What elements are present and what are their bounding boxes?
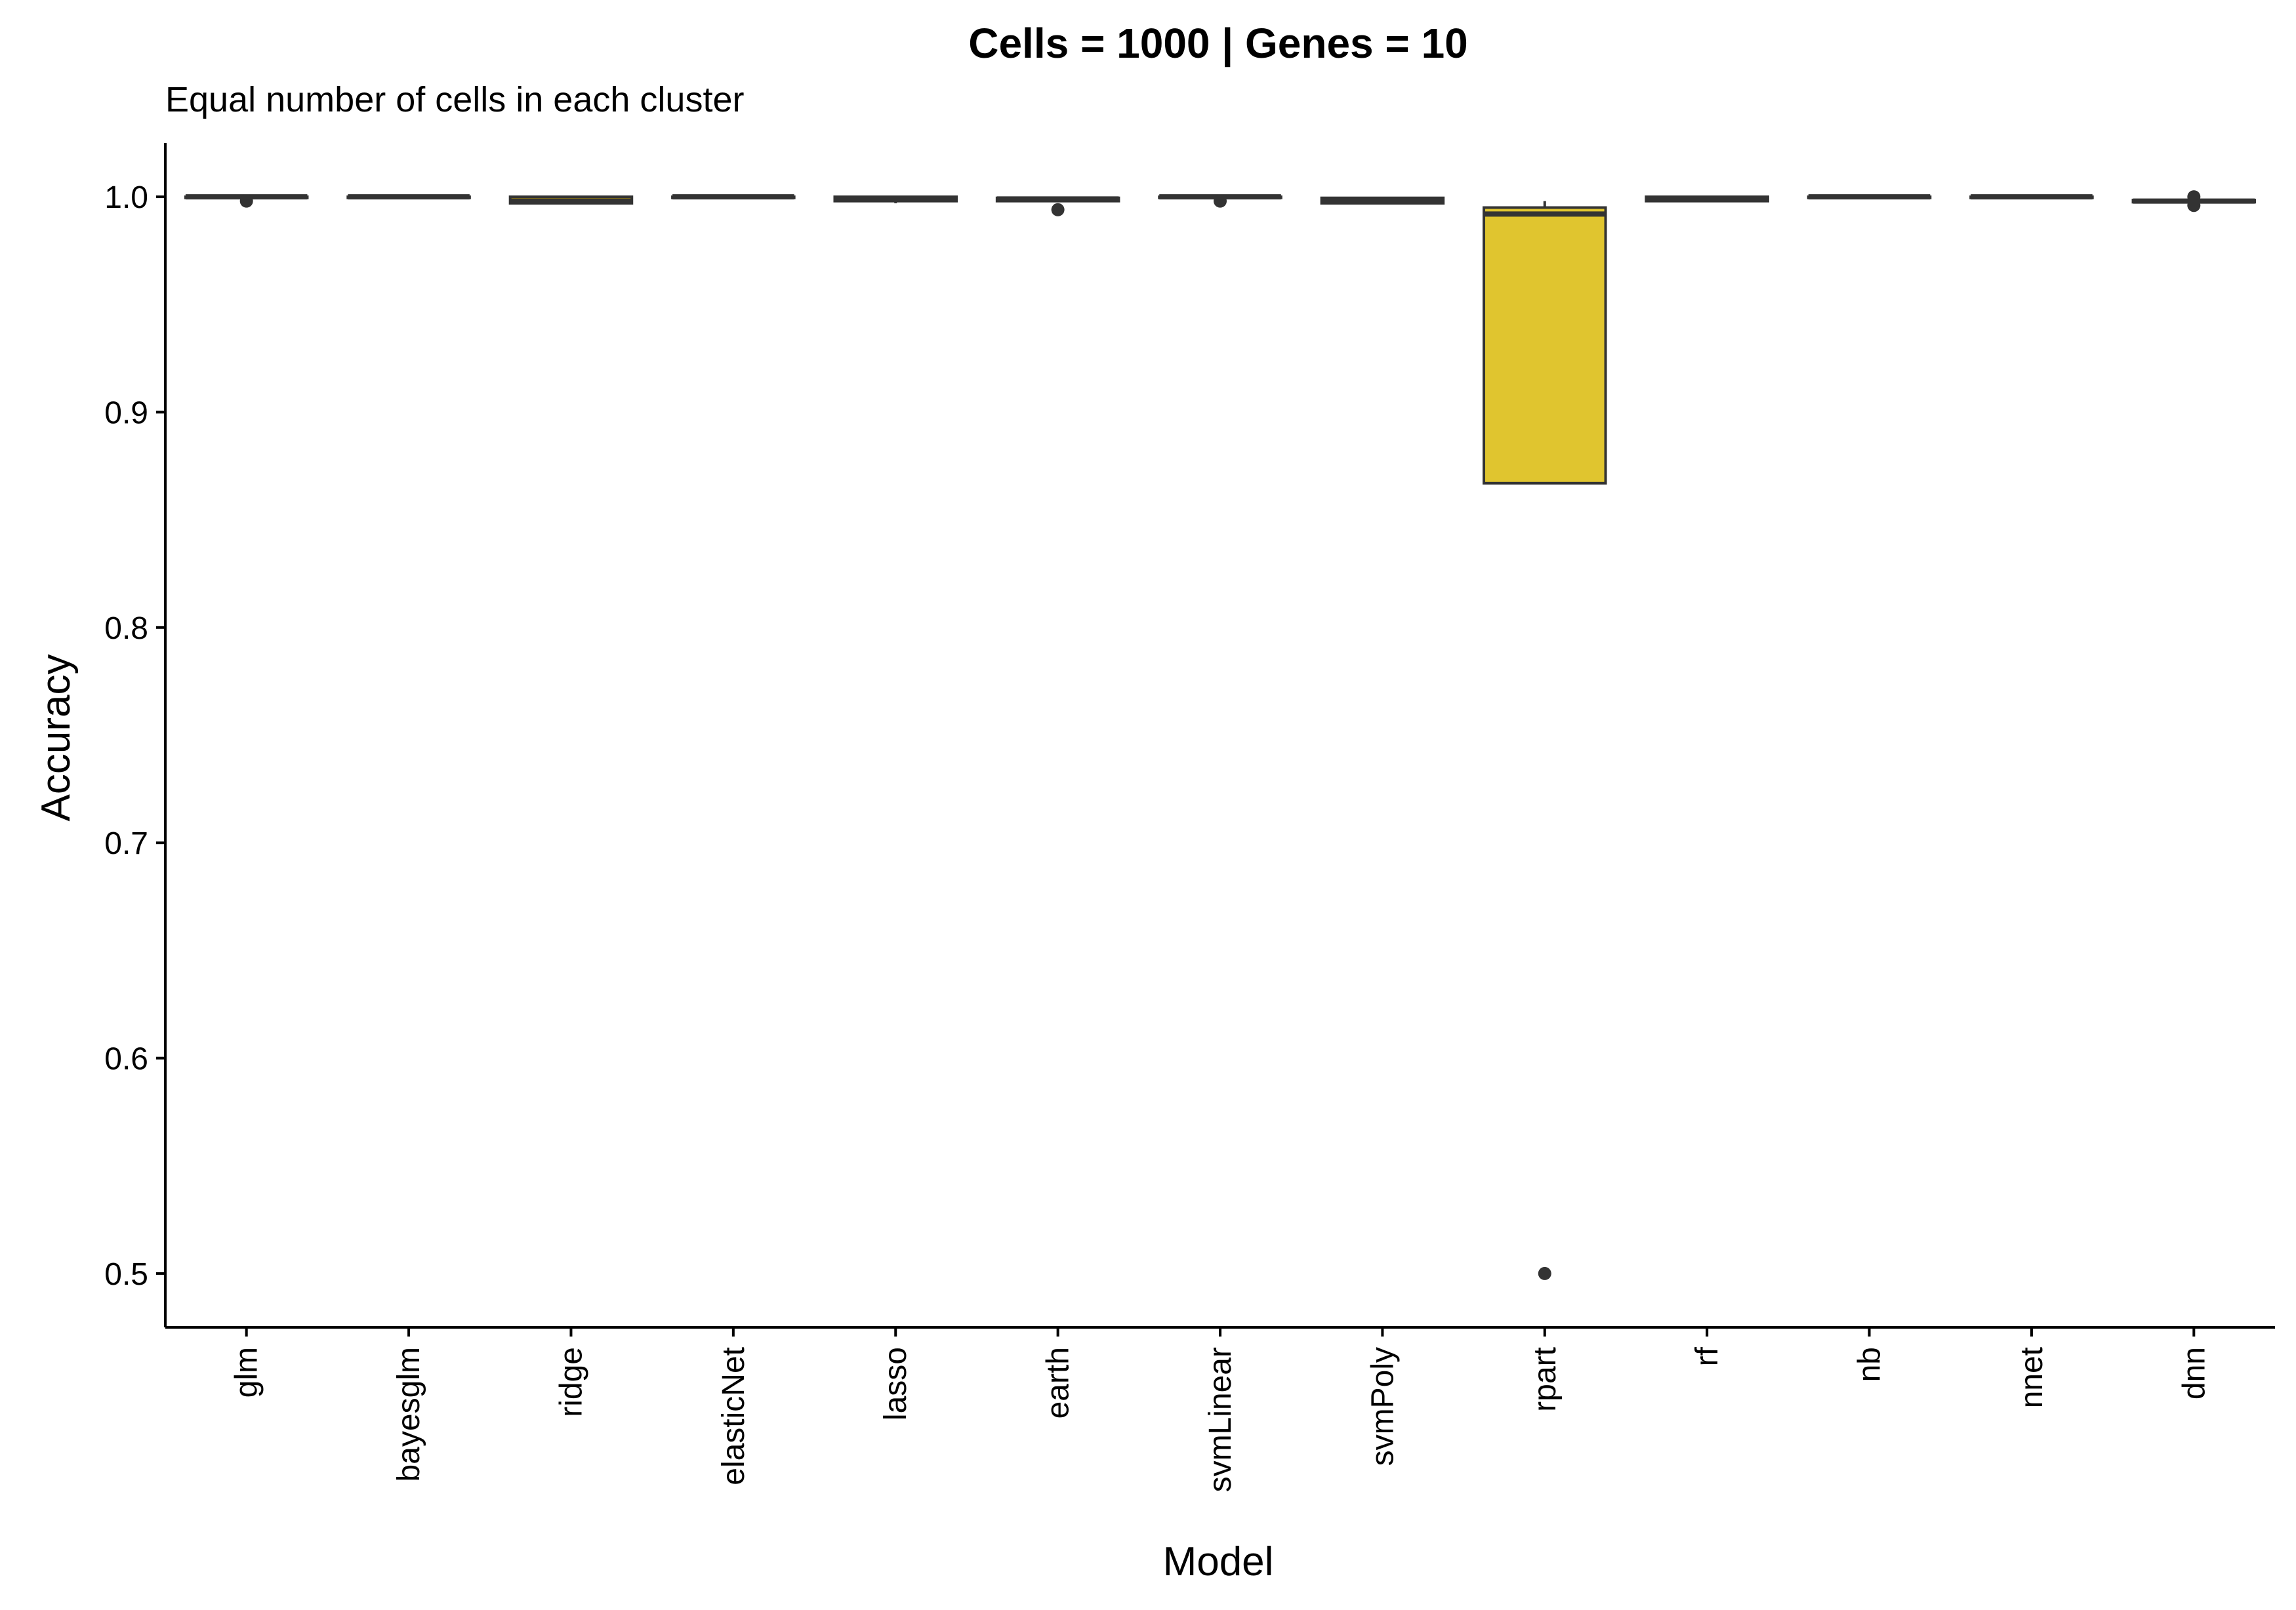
box-rpart xyxy=(1483,201,1607,1280)
y-tick-label: 1.0 xyxy=(104,180,148,215)
x-tick-label-earth: earth xyxy=(1041,1347,1076,1419)
x-tick-label-elasticNet: elasticNet xyxy=(716,1347,751,1485)
box-dnn xyxy=(2131,190,2257,212)
box-svmPoly xyxy=(1320,196,1445,205)
x-tick-label-nnet: nnet xyxy=(2015,1347,2049,1408)
chart-title: Cells = 1000 | Genes = 10 xyxy=(968,20,1468,68)
x-tick-label-rf: rf xyxy=(1690,1346,1725,1366)
outlier-point xyxy=(239,194,253,208)
x-tick-label-glm: glm xyxy=(230,1347,264,1398)
box-body xyxy=(1483,206,1607,485)
box-rf xyxy=(1645,195,1769,203)
box-glm xyxy=(184,194,309,208)
y-tick-label: 0.6 xyxy=(104,1042,148,1077)
x-tick-label-svmPoly: svmPoly xyxy=(1365,1347,1400,1466)
box-earth xyxy=(995,196,1120,216)
x-axis-title: Model xyxy=(1163,1539,1274,1584)
outlier-point xyxy=(2187,199,2201,212)
x-tick-label-ridge: ridge xyxy=(554,1347,588,1417)
box-elasticNet xyxy=(671,194,796,200)
x-tick-label-svmLinear: svmLinear xyxy=(1203,1347,1238,1492)
outlier-point xyxy=(1538,1266,1551,1280)
outlier-point xyxy=(1214,194,1227,208)
y-tick-label: 0.9 xyxy=(104,395,148,430)
box-bayesglm xyxy=(346,194,471,200)
plot-area: 0.5 0.6 0.7 0.8 0.9 1.0 glm bayesglm ridge elasti… xyxy=(104,143,2275,1492)
outlier-point xyxy=(1051,203,1065,216)
y-axis-title: Accuracy xyxy=(33,654,79,822)
y-tick-label: 0.5 xyxy=(104,1257,148,1292)
y-tick-label: 0.7 xyxy=(104,826,148,861)
box-nb xyxy=(1807,194,1932,200)
chart-subtitle: Equal number of cells in each cluster xyxy=(165,80,744,119)
x-tick-label-bayesglm: bayesglm xyxy=(392,1347,426,1481)
x-tick-label-rpart: rpart xyxy=(1528,1347,1563,1412)
x-tick-label-lasso: lasso xyxy=(878,1347,913,1420)
x-tick-label-dnn: dnn xyxy=(2177,1347,2211,1399)
box-ridge xyxy=(508,195,634,205)
box-svmLinear xyxy=(1158,194,1282,208)
y-tick-label: 0.8 xyxy=(104,611,148,646)
box-nnet xyxy=(1969,194,2094,200)
box-lasso xyxy=(833,195,958,203)
x-tick-label-nb: nb xyxy=(1853,1347,1887,1382)
